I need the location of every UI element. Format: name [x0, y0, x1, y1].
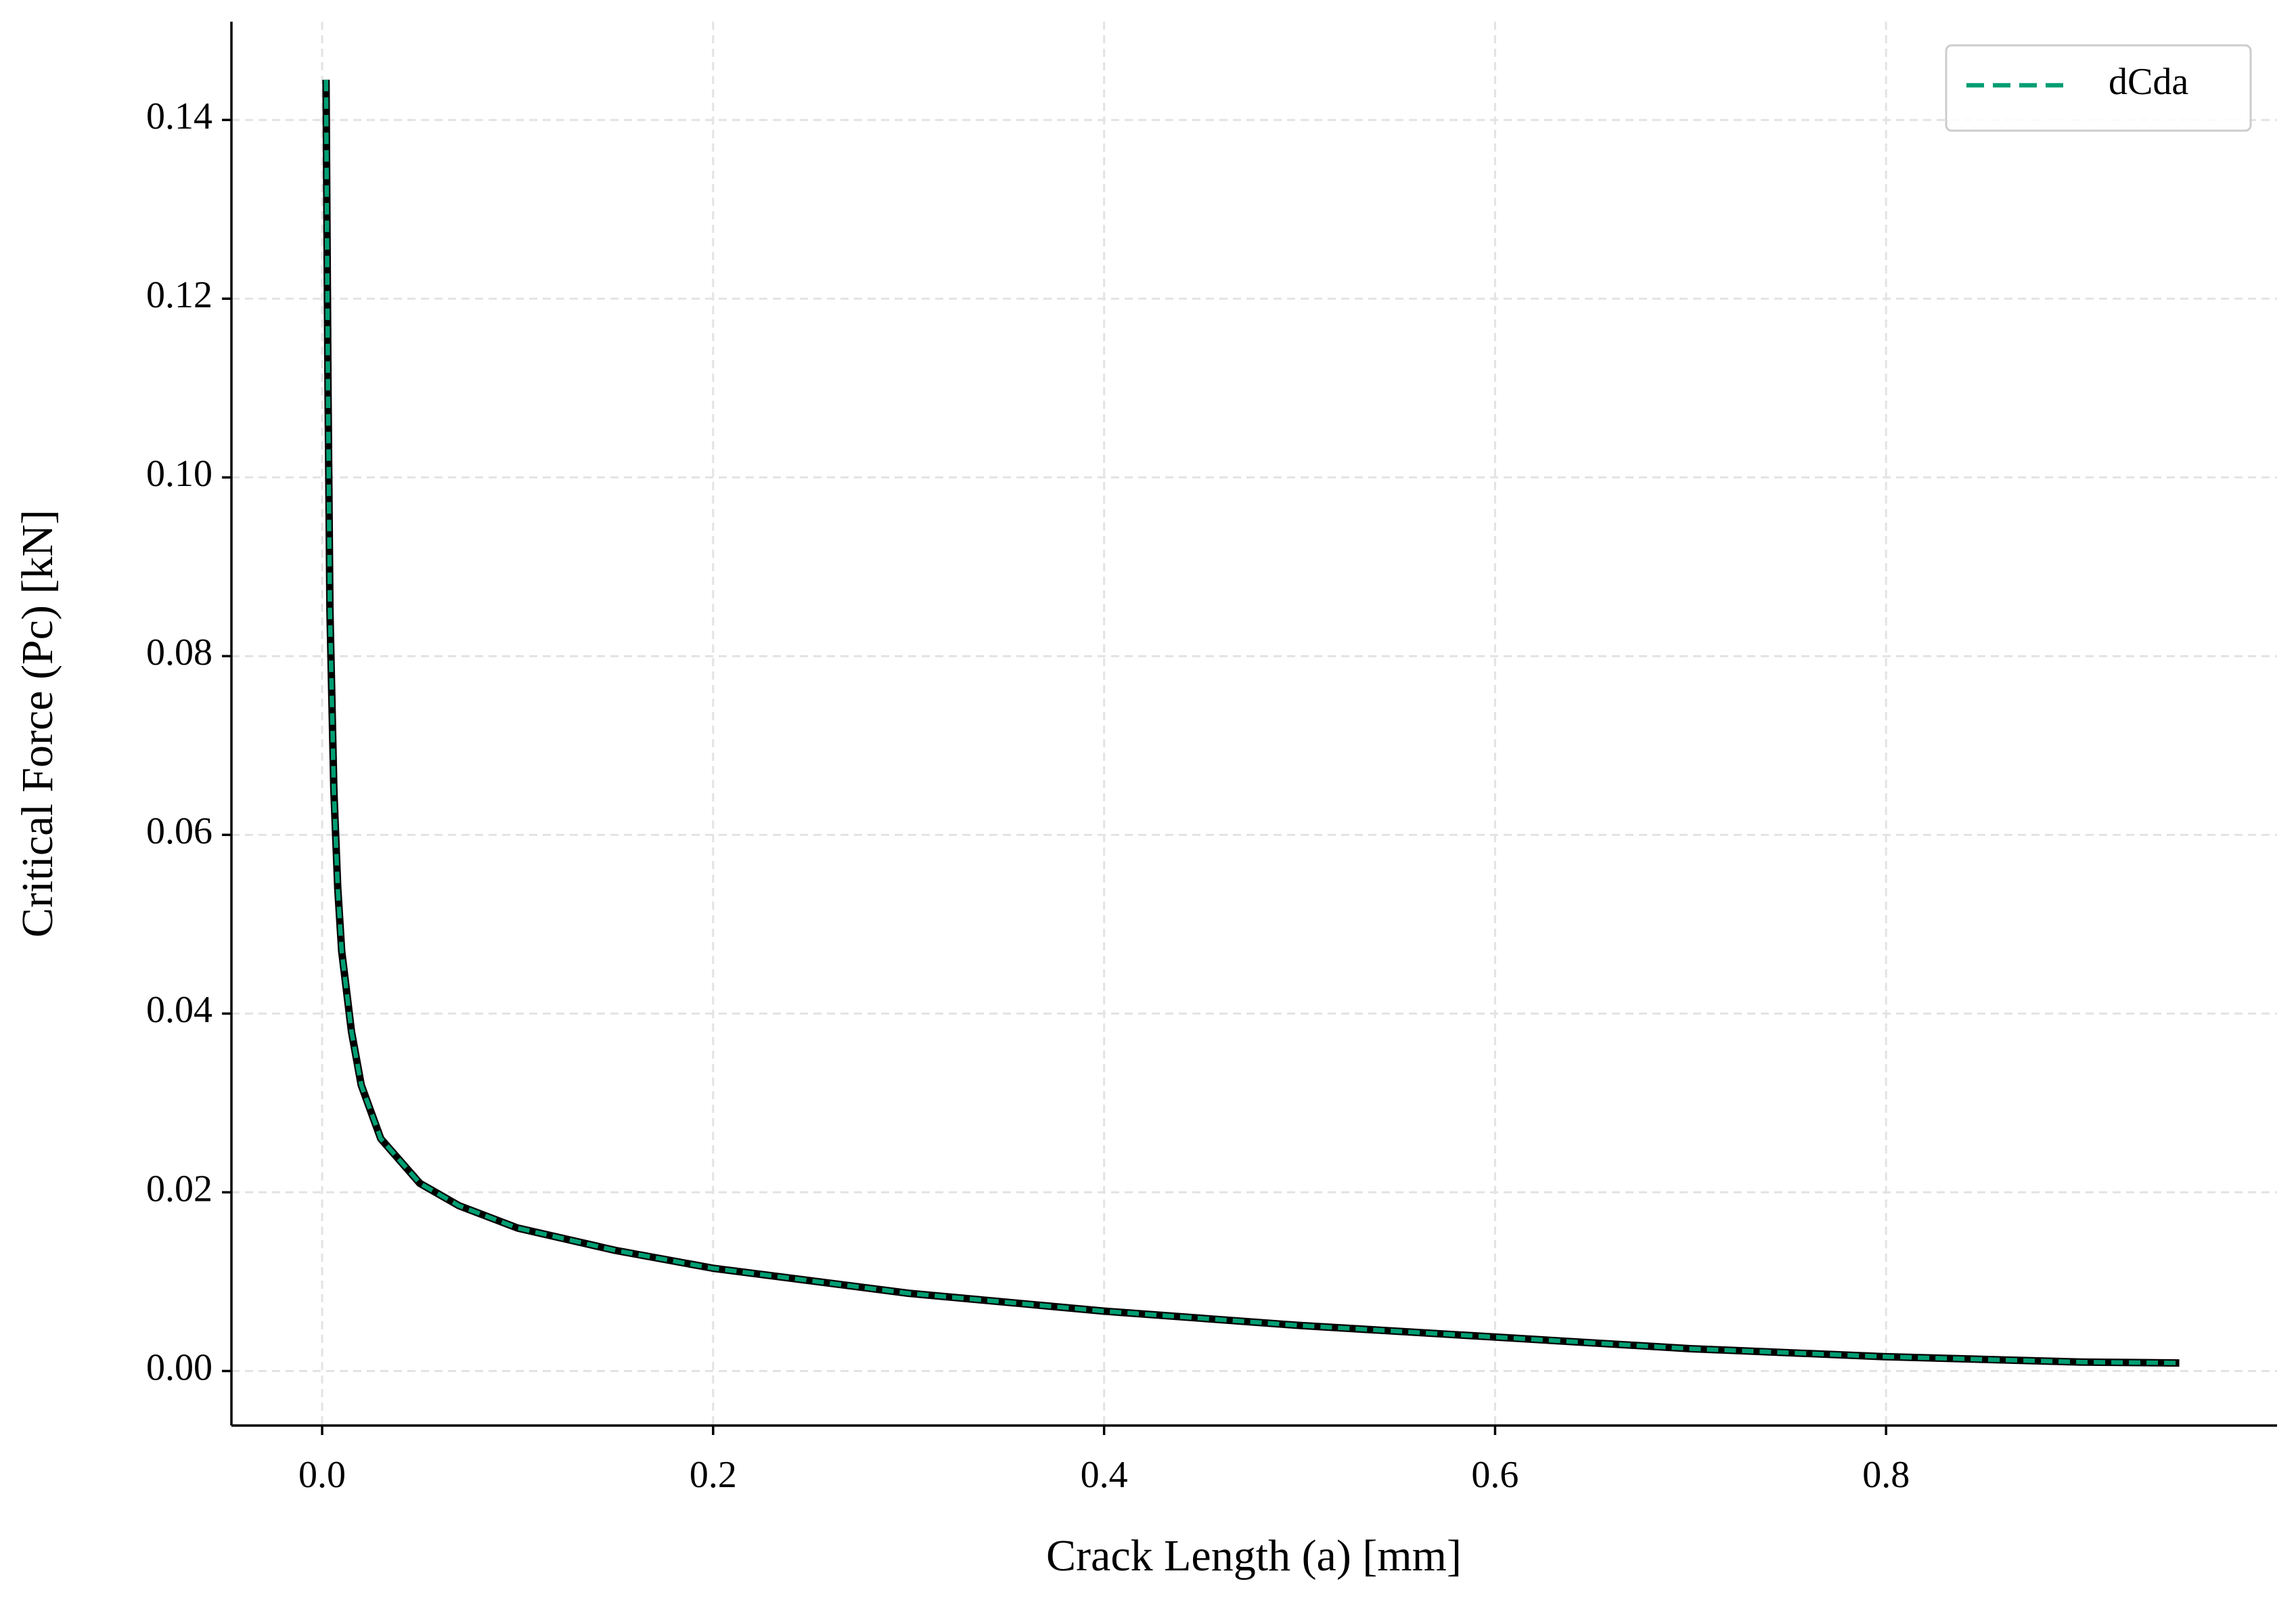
y-tick-label: 0.12: [146, 274, 212, 316]
y-tick-label: 0.02: [146, 1168, 212, 1210]
y-axis-label: Critical Force (Pc) [kN]: [13, 510, 62, 937]
y-tick-label: 0.10: [146, 453, 212, 495]
x-tick-label: 0.4: [1081, 1454, 1128, 1496]
y-tick-label: 0.06: [146, 810, 212, 852]
line-outline: [322, 79, 2180, 1367]
line: [323, 79, 2180, 1365]
x-tick-label: 0.6: [1471, 1454, 1518, 1496]
legend-label: dCda: [2109, 61, 2188, 103]
y-tick-label: 0.14: [146, 95, 212, 137]
x-tick-label: 0.8: [1862, 1454, 1910, 1496]
y-tick-label: 0.08: [146, 632, 212, 674]
legend-box: [1945, 44, 2252, 132]
y-tick-label: 0.04: [146, 989, 212, 1031]
y-tick-label: 0.00: [146, 1346, 212, 1388]
x-tick-label: 0.0: [298, 1454, 346, 1496]
x-tick-label: 0.2: [690, 1454, 737, 1496]
x-axis-label: Crack Length (a) [mm]: [1046, 1531, 1462, 1581]
